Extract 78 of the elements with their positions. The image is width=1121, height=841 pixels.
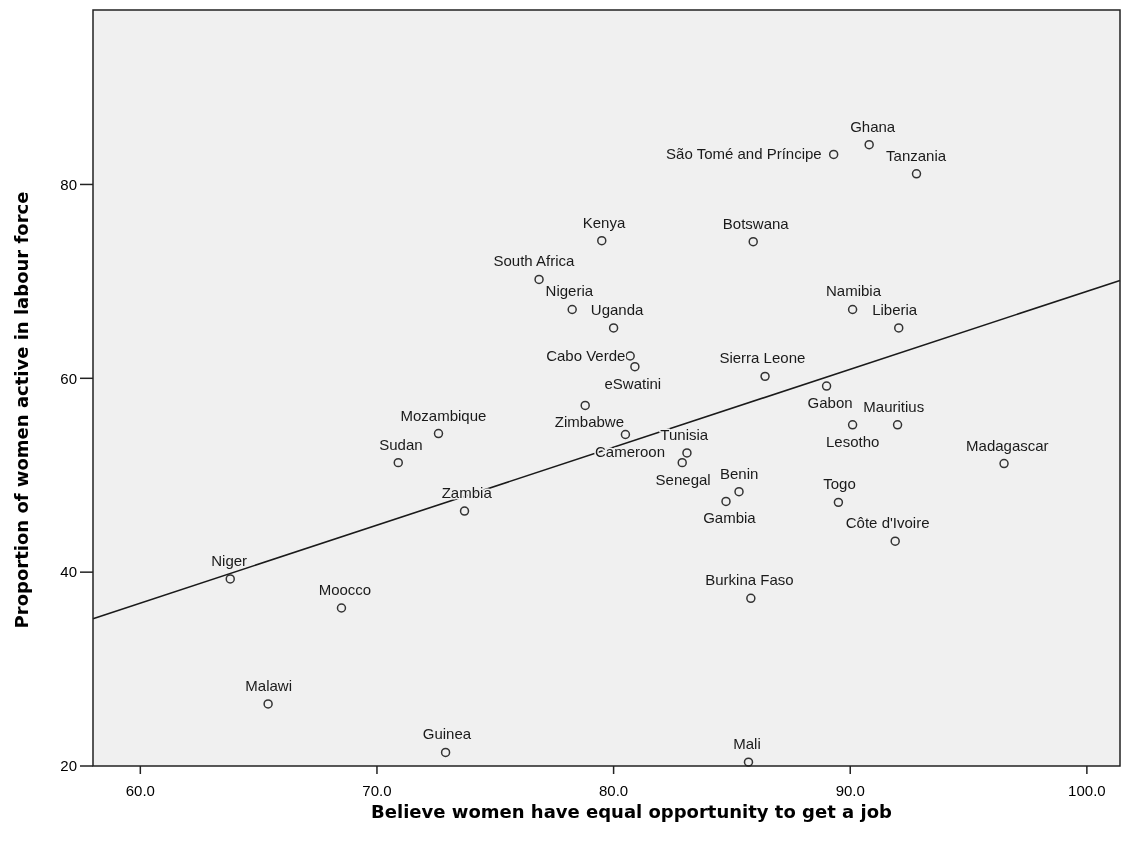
x-tick-label: 70.0 bbox=[362, 782, 392, 799]
annotation: Ghana bbox=[850, 117, 896, 135]
point bbox=[393, 457, 403, 468]
annotation: Benin bbox=[720, 464, 759, 482]
annotation: eSwatini bbox=[604, 374, 662, 392]
point bbox=[433, 428, 444, 439]
point bbox=[677, 457, 687, 468]
annotation: Kenya bbox=[582, 213, 626, 231]
annotation: Burkina Faso bbox=[705, 571, 794, 589]
point bbox=[459, 506, 470, 516]
annotation: Guinea bbox=[422, 725, 472, 743]
y-tick-label: 40 bbox=[60, 563, 77, 581]
point bbox=[828, 149, 839, 160]
point bbox=[597, 235, 607, 246]
point bbox=[890, 536, 900, 546]
point bbox=[760, 371, 770, 382]
point bbox=[743, 757, 754, 767]
point bbox=[821, 381, 832, 391]
annotation: Zimbabwe bbox=[554, 413, 625, 431]
annotation: South Africa bbox=[493, 252, 575, 270]
point bbox=[682, 448, 692, 458]
annotation: Nigeria bbox=[545, 282, 594, 300]
annotation: Namibia bbox=[826, 282, 882, 300]
annotation: Moocco bbox=[318, 581, 372, 599]
point bbox=[734, 486, 744, 497]
annotation: São Tomé and Príncipe bbox=[666, 145, 822, 163]
annotation: Gambia bbox=[703, 509, 757, 527]
annotation: Mauritius bbox=[863, 397, 925, 415]
x-tick-label: 100.0 bbox=[1068, 782, 1106, 799]
annotation: Liberia bbox=[872, 300, 918, 318]
annotation: Tanzania bbox=[886, 146, 947, 164]
annotation: Tunisia bbox=[660, 425, 709, 443]
x-axis-title: Believe women have equal opportunity to get a job bbox=[371, 801, 893, 822]
point bbox=[620, 429, 631, 440]
annotation: Botswana bbox=[722, 214, 790, 232]
point bbox=[630, 361, 640, 372]
x-tick-label: 90.0 bbox=[835, 782, 865, 799]
annotation: Niger bbox=[211, 551, 248, 569]
annotation: Côte d'Ivoire bbox=[845, 514, 930, 532]
annotation: Cabo Verde bbox=[546, 347, 626, 365]
point bbox=[847, 304, 858, 315]
y-tick-label: 20 bbox=[60, 757, 77, 775]
point bbox=[892, 420, 903, 430]
annotation: Senegal bbox=[655, 470, 711, 488]
annotation: Mozambique bbox=[400, 406, 487, 424]
point bbox=[911, 169, 922, 179]
point bbox=[833, 497, 844, 508]
point bbox=[534, 274, 544, 285]
x-tick-label: 80.0 bbox=[599, 782, 629, 799]
point bbox=[864, 139, 874, 150]
x-tick-label: 60.0 bbox=[125, 782, 155, 799]
point bbox=[746, 593, 756, 604]
y-tick-label: 80 bbox=[60, 175, 77, 193]
annotation: Togo bbox=[823, 475, 856, 493]
point bbox=[225, 574, 235, 584]
annotation: Mali bbox=[733, 735, 761, 753]
point bbox=[263, 699, 273, 709]
y-tick-label: 60 bbox=[60, 369, 77, 387]
point bbox=[580, 400, 590, 411]
annotation: Madagascar bbox=[966, 436, 1049, 454]
annotation: Cameroon bbox=[595, 442, 666, 460]
point bbox=[336, 603, 347, 613]
annotation: Gabon bbox=[807, 394, 853, 412]
point bbox=[847, 420, 858, 430]
point bbox=[440, 747, 451, 758]
point bbox=[894, 323, 904, 333]
y-axis-title: Proportion of women active in labour force bbox=[11, 191, 32, 629]
point bbox=[999, 458, 1009, 469]
point bbox=[567, 304, 577, 315]
point bbox=[625, 351, 635, 361]
point bbox=[608, 323, 619, 333]
annotation: Malawi bbox=[245, 676, 292, 694]
point bbox=[748, 236, 758, 247]
point bbox=[721, 496, 731, 507]
annotation: Sudan bbox=[379, 435, 423, 453]
annotation: Lesotho bbox=[826, 432, 880, 450]
annotation: Sierra Leone bbox=[719, 349, 806, 367]
annotation: Uganda bbox=[590, 300, 644, 318]
